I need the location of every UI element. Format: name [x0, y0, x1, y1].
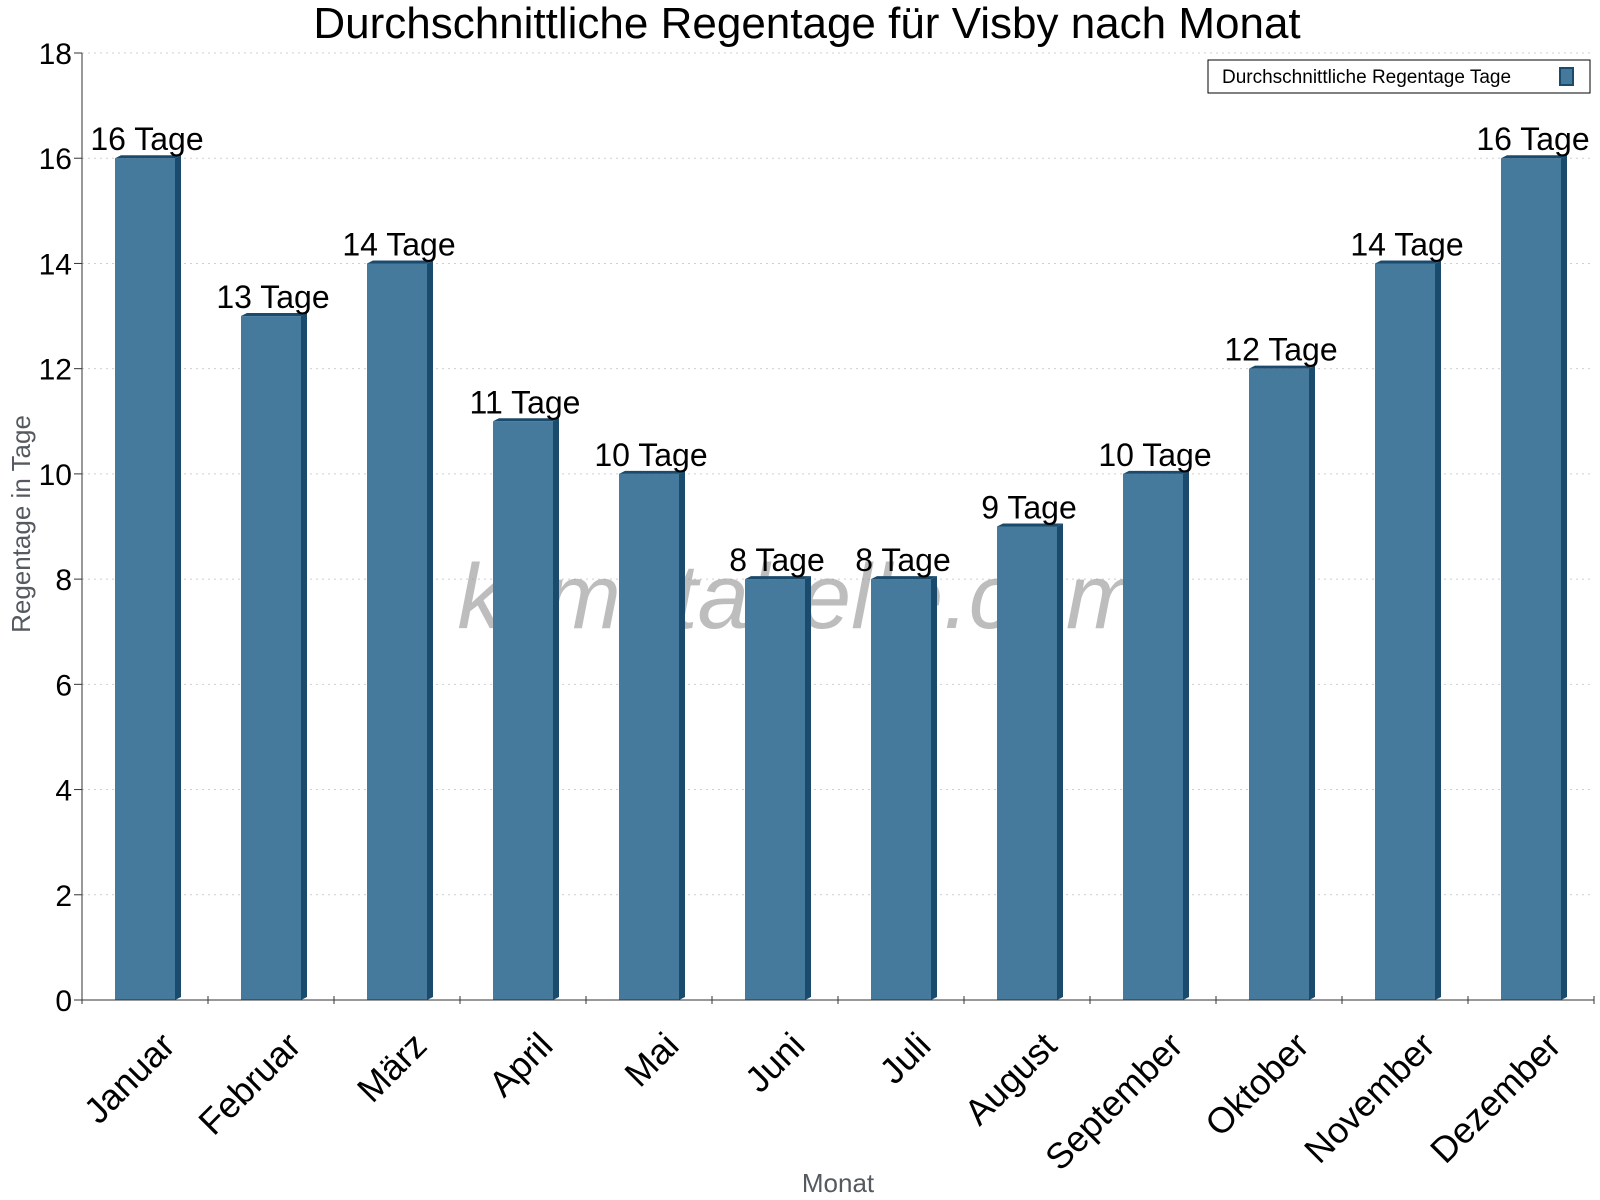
bar-november [1375, 263, 1435, 1000]
y-tick-label: 4 [55, 775, 72, 808]
x-tick-label-januar: Januar [76, 1024, 183, 1131]
x-tick-label-september: September [1037, 1024, 1191, 1178]
axes [74, 52, 1595, 1004]
data-label-november: 14 Tage [1350, 226, 1463, 262]
bar-side-september [1183, 470, 1189, 1000]
bar-dezember [1501, 158, 1561, 1000]
bar-side-juli [931, 576, 937, 1000]
bar-side-oktober [1309, 365, 1315, 1001]
x-tick-label-juni: Juni [737, 1024, 813, 1100]
y-tick-label: 2 [55, 880, 72, 913]
bar-februar [241, 316, 301, 1000]
bar-oktober [1249, 368, 1309, 1001]
y-tick-label: 0 [55, 985, 72, 1018]
data-label-april: 11 Tage [470, 384, 581, 420]
bar-top-november [1375, 260, 1441, 264]
data-label-dezember: 16 Tage [1476, 121, 1589, 157]
bar-top-oktober [1249, 365, 1315, 369]
bar-top-märz [367, 260, 433, 264]
bar-top-februar [241, 313, 307, 317]
x-tick-labels: Januar Februar März April Mai Juni Juli AugustS… [76, 1024, 1569, 1178]
x-tick-label-dezember: Dezember [1422, 1024, 1568, 1170]
bar-januar [115, 158, 175, 1000]
y-tick-label: 12 [39, 354, 72, 387]
bar-august [997, 526, 1057, 1000]
y-tick-label: 16 [39, 143, 72, 176]
x-tick-label-august: August [956, 1024, 1064, 1132]
bar-september [1123, 473, 1183, 1000]
y-tick-label: 18 [39, 38, 72, 71]
y-tick-label: 8 [55, 564, 72, 597]
bar-side-märz [427, 260, 433, 1000]
x-tick-label-mai: Mai [616, 1024, 686, 1094]
bar-side-november [1435, 260, 1441, 1000]
legend-entry-label: Durchschnittliche Regentage Tage [1222, 67, 1511, 88]
x-tick-label-februar: Februar [190, 1024, 308, 1142]
data-label-oktober: 12 Tage [1224, 332, 1337, 368]
x-tick-label-oktober: Oktober [1197, 1024, 1317, 1144]
bar-märz [367, 263, 427, 1000]
x-tick-label-märz: März [349, 1024, 435, 1110]
data-label-september: 10 Tage [1098, 437, 1211, 473]
bar-top-juni [745, 576, 811, 580]
bar-side-juni [805, 576, 811, 1000]
bar-side-dezember [1561, 155, 1567, 1000]
y-tick-label: 10 [39, 459, 72, 492]
data-label-februar: 13 Tage [216, 279, 329, 315]
chart-title: Durchschnittliche Regentage für Visby na… [313, 0, 1300, 48]
x-tick-label-juli: Juli [871, 1024, 938, 1091]
x-tick-label-november: November [1296, 1024, 1442, 1170]
bar-april [493, 421, 553, 1000]
y-tick-labels: 0 2 4 6 8 10 12 14 16 18 [39, 38, 72, 1018]
x-axis-label: Monat [802, 1168, 875, 1198]
bar-top-september [1123, 470, 1189, 474]
data-label-juli: 8 Tage [855, 542, 951, 578]
y-axis-label: Regentage in Tage [6, 415, 36, 633]
bar-top-dezember [1501, 155, 1567, 159]
bar-side-mai [679, 470, 685, 1000]
y-tick-label: 6 [55, 669, 72, 702]
data-labels: 16 Tage 13 Tage 14 Tage 11 Tage 10 Tage 8 Tag… [90, 121, 1589, 578]
bar-top-juli [871, 576, 937, 580]
x-tick-label-april: April [481, 1024, 561, 1104]
data-label-januar: 16 Tage [90, 121, 203, 157]
bar-top-mai [619, 470, 685, 474]
data-label-märz: 14 Tage [342, 226, 455, 262]
legend-swatch [1559, 67, 1574, 86]
bar-side-februar [301, 313, 307, 1000]
data-label-mai: 10 Tage [594, 437, 707, 473]
bar-side-januar [175, 155, 181, 1000]
bar-side-april [553, 418, 559, 1000]
grid-lines [82, 52, 1594, 896]
bar-top-januar [115, 155, 181, 159]
bar-juli [871, 579, 931, 1000]
legend-box [1207, 59, 1591, 94]
bar-top-august [997, 523, 1063, 527]
legend: Durchschnittliche Regentage Tage [1207, 59, 1591, 94]
bars [115, 155, 1567, 1001]
bar-side-august [1057, 523, 1063, 1000]
bar-mai [619, 473, 679, 1000]
data-label-juni: 8 Tage [729, 542, 825, 578]
y-tick-label: 14 [39, 248, 72, 281]
bar-top-april [493, 418, 559, 422]
data-label-august: 9 Tage [981, 490, 1077, 526]
bar-juni [745, 579, 805, 1000]
